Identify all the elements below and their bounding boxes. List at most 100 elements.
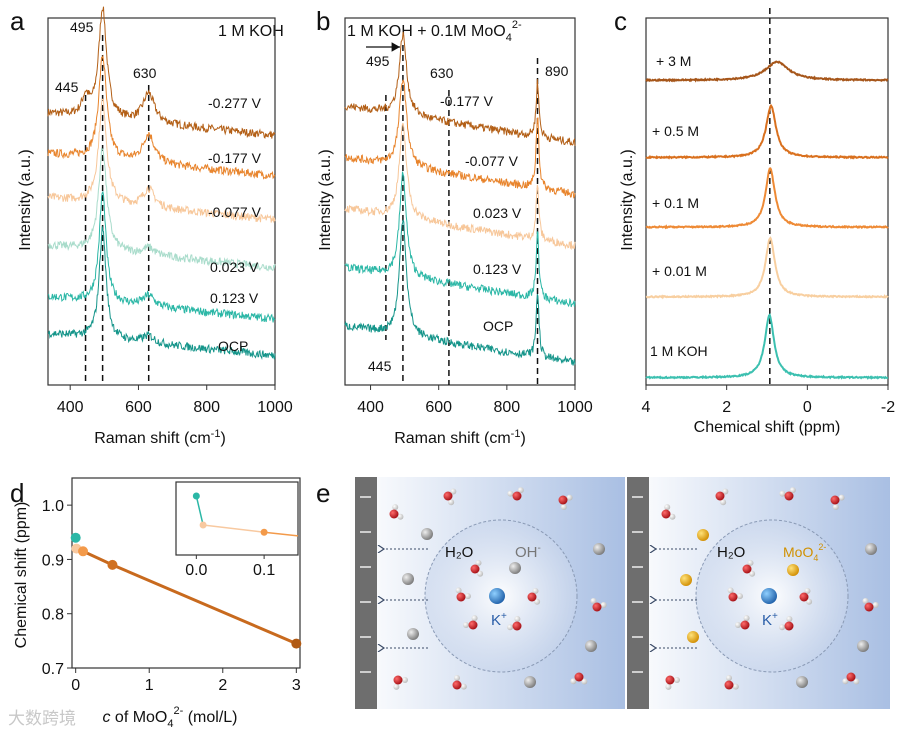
hydrogen-atom — [402, 677, 408, 683]
series-label: 0.123 V — [210, 290, 259, 306]
hydrogen-atom — [664, 504, 671, 511]
x-tick-label: 800 — [193, 399, 220, 416]
water-molecule-oxygen — [452, 680, 462, 690]
hydroxide-ion — [585, 640, 597, 652]
x-tick-label: 1000 — [557, 399, 593, 416]
water-molecule-oxygen — [470, 564, 480, 574]
hydroxide-ion — [407, 628, 419, 640]
water-molecule-oxygen — [665, 675, 675, 685]
x-tick-label: 400 — [57, 399, 84, 416]
water-molecule-oxygen — [468, 620, 478, 630]
potassium-label-right: K+ — [762, 611, 778, 629]
hydrogen-atom — [872, 601, 879, 608]
hydrogen-atom — [477, 570, 484, 577]
hydrogen-atom — [454, 675, 460, 681]
peak-label: 445 — [368, 358, 392, 374]
panel-label-c: c — [614, 6, 627, 36]
spectrum-trace — [47, 54, 276, 180]
spectrum-trace — [344, 122, 576, 251]
inset-line — [195, 495, 204, 526]
y-tick-label: 0.9 — [42, 552, 64, 569]
water-molecule-oxygen — [456, 592, 466, 602]
series-label: -0.277 V — [208, 95, 262, 111]
hydrogen-atom — [832, 503, 839, 510]
spectrum-trace — [47, 226, 276, 361]
hydrogen-atom — [450, 488, 457, 495]
water-molecule-oxygen — [846, 672, 856, 682]
hydrogen-atom — [507, 624, 514, 631]
inset-x-tick-label: 0.0 — [185, 562, 207, 579]
panel-c-ylabel: Intensity (a.u.) — [619, 149, 636, 250]
molybdate-ion — [687, 631, 699, 643]
potassium-ion — [761, 588, 777, 604]
spectrum-trace — [344, 79, 576, 199]
inset-data-point — [192, 492, 200, 500]
data-point — [291, 638, 302, 649]
hydrogen-atom — [460, 683, 467, 690]
panel-label-e: e — [316, 478, 330, 508]
hydrogen-atom — [590, 597, 597, 604]
hydrogen-atom — [448, 499, 455, 506]
hydrogen-atom — [464, 593, 471, 600]
x-tick-label: 4 — [642, 399, 651, 416]
hydrogen-atom — [463, 622, 469, 628]
electrode-right — [627, 477, 649, 709]
hydrogen-atom — [471, 615, 478, 622]
hydrogen-atom — [786, 616, 793, 623]
spectrum-trace — [47, 6, 276, 139]
peak-label: 495 — [366, 53, 390, 69]
series-label: -0.177 V — [208, 150, 262, 166]
data-point — [78, 546, 89, 557]
panel-a-frame — [47, 17, 276, 386]
water-molecule-oxygen — [830, 495, 840, 505]
inset-data-point — [260, 528, 268, 536]
panel-d-plot: 0 1 2 3 0.7 0.8 0.9 1.0 0.0 0.1 — [42, 477, 302, 694]
panel-label-d: d — [10, 478, 24, 508]
series-label: + 3 M — [656, 53, 691, 69]
inset-line — [203, 524, 265, 533]
molybdate-ion — [697, 529, 709, 541]
water-molecule-oxygen — [740, 620, 750, 630]
water-molecule-oxygen — [742, 564, 752, 574]
hydrogen-atom — [736, 593, 743, 600]
panel-b-xlabel: Raman shift (cm-1) — [394, 428, 526, 447]
peak-label: 630 — [133, 65, 157, 81]
series-label: -0.077 V — [465, 153, 519, 169]
hydrogen-atom — [779, 624, 786, 631]
panel-c-frame — [645, 17, 889, 386]
hydrogen-atom — [727, 587, 734, 594]
x-tick-label: -2 — [881, 399, 895, 416]
panel-b-title: 1 M KOH + 0.1M MoO42- — [347, 19, 522, 44]
panel-b-plot: 400 600 800 1000 -0.177 V -0.077 V 0.023 V 0.12… — [344, 17, 593, 416]
water-molecule-oxygen — [512, 621, 522, 631]
spectrum-trace — [645, 236, 889, 300]
water-molecule-oxygen — [558, 495, 568, 505]
water-molecule-oxygen — [527, 592, 537, 602]
panel-b-ylabel: Intensity (a.u.) — [317, 149, 334, 250]
inset-x-tick-label: 0.1 — [253, 562, 275, 579]
hydrogen-atom — [532, 587, 539, 594]
water-molecule-oxygen — [512, 491, 522, 501]
peak-label: 495 — [70, 19, 94, 35]
panel-a-xlabel: Raman shift (cm-1) — [94, 428, 226, 447]
hydrogen-atom — [842, 678, 849, 685]
water-label-left: H₂O — [445, 544, 473, 561]
x-tick-label: 0 — [71, 677, 80, 694]
water-molecule-oxygen — [443, 491, 453, 501]
hydrogen-atom — [514, 616, 521, 623]
hydroxide-ion — [865, 543, 877, 555]
hydrogen-atom — [853, 678, 860, 685]
series-label: + 0.01 M — [652, 263, 707, 279]
hydrogen-atom — [806, 598, 813, 605]
hydrogen-atom — [600, 601, 607, 608]
series-label: 0.123 V — [473, 261, 522, 277]
hydroxide-ion — [593, 543, 605, 555]
water-label-right: H₂O — [717, 544, 745, 561]
x-tick-label: 800 — [494, 399, 521, 416]
data-point — [107, 559, 118, 570]
hydrogen-atom — [534, 598, 541, 605]
hydrogen-atom — [779, 490, 786, 497]
hydroxide-ion — [796, 676, 808, 688]
hydrogen-atom — [397, 513, 404, 520]
water-molecule-oxygen — [728, 592, 738, 602]
